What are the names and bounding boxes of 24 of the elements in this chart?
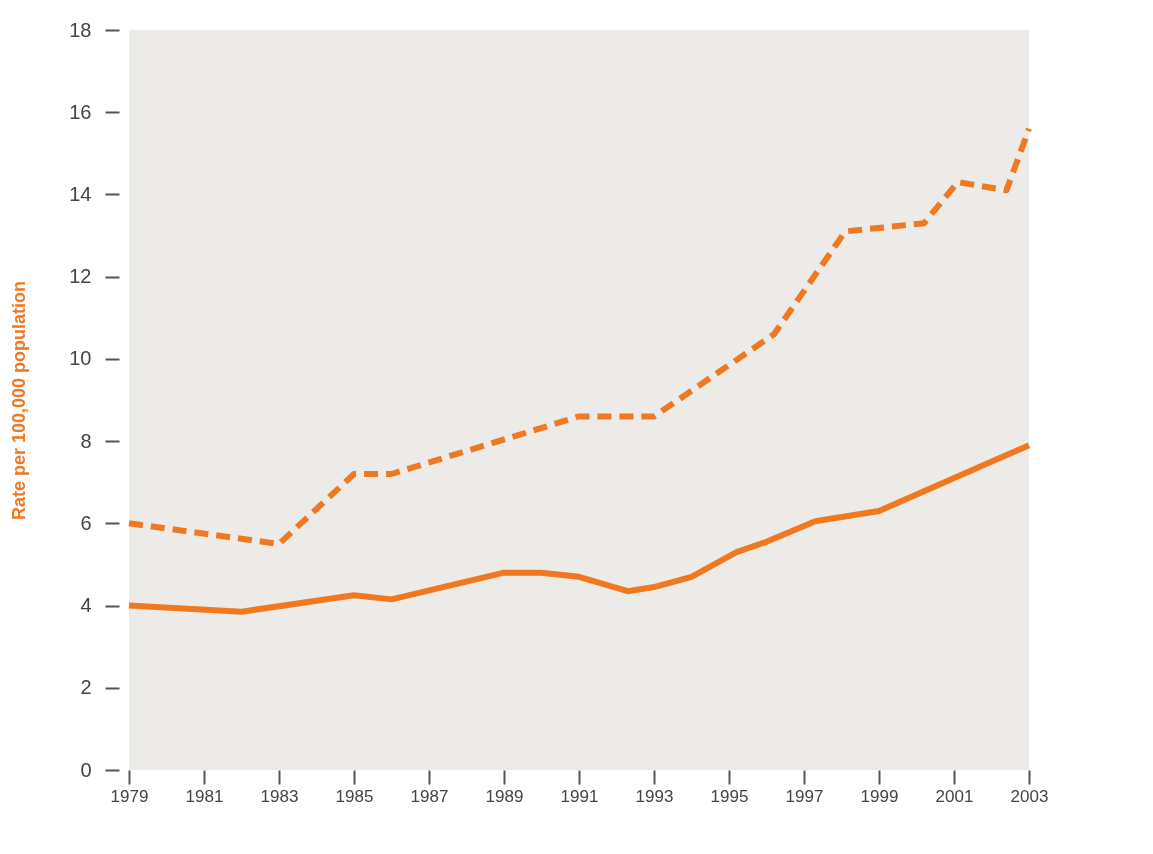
x-tick-label: 1997 [785, 786, 824, 806]
x-tick-label: 1981 [185, 786, 224, 806]
y-tick-label: 8 [80, 429, 92, 452]
x-tick-label: 1983 [260, 786, 299, 806]
x-tick-label: 1993 [635, 786, 674, 806]
y-tick-label: 0 [80, 758, 92, 781]
x-tick-label: 1989 [485, 786, 524, 806]
y-tick-label: 10 [69, 347, 92, 370]
y-axis-title: Rate per 100,000 population [9, 280, 30, 521]
y-tick-label: 2 [80, 676, 92, 699]
y-tick-label: 18 [69, 18, 92, 41]
y-tick-label: 6 [80, 511, 92, 534]
y-tick-label: 16 [69, 100, 92, 123]
x-tick-label: 1999 [860, 786, 899, 806]
x-tick-label: 1979 [110, 786, 149, 806]
y-tick-label: 12 [69, 265, 92, 288]
x-tick-label: 1995 [710, 786, 749, 806]
x-tick-label: 1985 [335, 786, 374, 806]
x-tick-label: 1987 [410, 786, 449, 806]
x-tick-label: 2001 [935, 786, 974, 806]
x-tick-label: 2003 [1010, 786, 1049, 806]
y-tick-label: 4 [80, 594, 92, 617]
y-tick-label: 14 [69, 182, 92, 205]
x-tick-label: 1991 [560, 786, 599, 806]
